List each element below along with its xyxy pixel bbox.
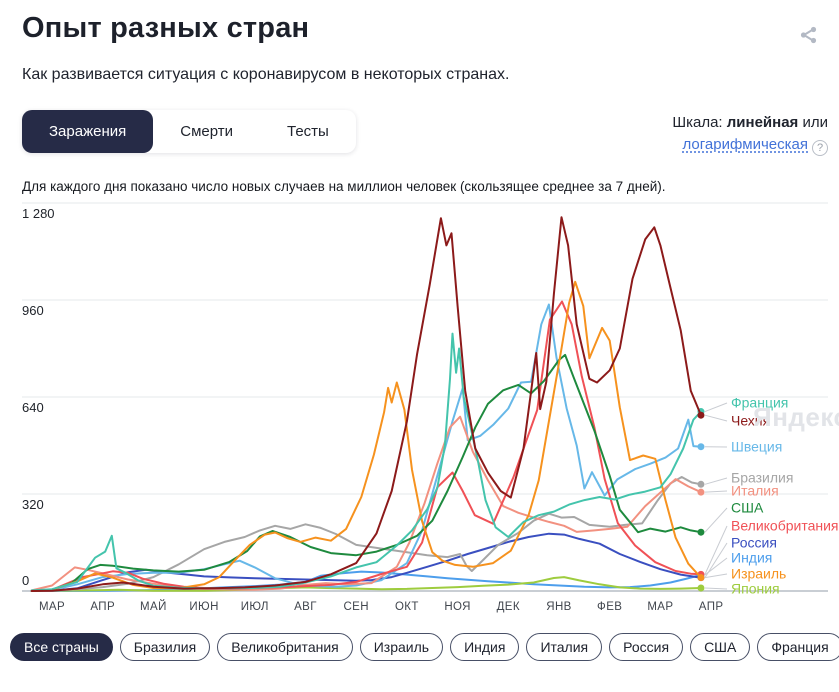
metric-tabs: Заражения Смерти Тесты bbox=[22, 110, 356, 153]
series-line-czechia bbox=[30, 216, 702, 592]
scale-current-value: линейная bbox=[726, 114, 799, 131]
x-axis-label-5: АВГ bbox=[294, 601, 317, 613]
series-label-israel[interactable]: Израиль bbox=[731, 566, 786, 582]
x-axis-label-10: ЯНВ bbox=[546, 601, 571, 613]
chart-area: 1 280 960 640 320 0 МАР АПР МАЙ ИЮН ИЮЛ АВГ СЕН ОКТ Н… bbox=[0, 196, 839, 626]
x-axis-label-6: СЕН bbox=[343, 601, 368, 613]
series-end-dot-czechia bbox=[697, 411, 705, 419]
tab-deaths[interactable]: Смерти bbox=[180, 123, 233, 140]
series-end-dot-japan bbox=[697, 584, 705, 592]
x-axis-label-13: АПР bbox=[699, 601, 724, 613]
series-label-czechia[interactable]: Чехия bbox=[731, 413, 770, 429]
series-line-france bbox=[30, 332, 702, 592]
x-axis-label-12: МАР bbox=[647, 601, 673, 613]
x-axis-label-0: МАР bbox=[39, 601, 65, 613]
share-button[interactable] bbox=[795, 22, 823, 50]
leader-line-israel bbox=[704, 573, 728, 579]
share-icon bbox=[800, 26, 817, 43]
scale-alt-line: логарифмическая? bbox=[672, 134, 828, 156]
filter-pill-india[interactable]: Индия bbox=[450, 633, 520, 661]
tab-tests[interactable]: Тесты bbox=[287, 123, 329, 140]
scale-switcher: Шкала: линейная или логарифмическая? bbox=[672, 112, 828, 156]
y-axis-label-1280: 1 280 bbox=[22, 206, 55, 221]
x-axis-label-1: АПР bbox=[90, 601, 115, 613]
x-axis-label-11: ФЕВ bbox=[597, 601, 622, 613]
covid-line-chart: 1 280 960 640 320 0 МАР АПР МАЙ ИЮН ИЮЛ АВГ СЕН ОКТ Н… bbox=[22, 202, 839, 613]
series-label-russia[interactable]: Россия bbox=[731, 535, 777, 551]
scale-current-line: Шкала: линейная или bbox=[672, 112, 828, 134]
page-title: Опыт разных стран bbox=[22, 12, 310, 44]
series-label-japan[interactable]: Япония bbox=[731, 581, 780, 597]
series-line-italy bbox=[30, 415, 702, 592]
series-label-brazil[interactable]: Бразилия bbox=[731, 470, 793, 486]
y-axis-label-320: 320 bbox=[22, 497, 44, 512]
series-end-dot-brazil bbox=[697, 480, 705, 488]
y-axis-label-960: 960 bbox=[22, 303, 44, 318]
filter-pill-all[interactable]: Все страны bbox=[10, 633, 113, 661]
filter-pill-brazil[interactable]: Бразилия bbox=[119, 633, 211, 661]
filter-pill-russia[interactable]: Россия bbox=[609, 633, 684, 661]
series-line-israel bbox=[30, 280, 702, 592]
series-line-uk bbox=[30, 300, 702, 592]
y-axis-label-0: 0 bbox=[22, 573, 29, 588]
leader-line-brazil bbox=[704, 477, 728, 485]
leader-line-japan bbox=[704, 587, 728, 590]
leader-line-russia bbox=[704, 542, 728, 578]
filter-pill-uk[interactable]: Великобритания bbox=[217, 633, 353, 661]
series-end-dot-usa bbox=[697, 528, 705, 536]
x-axis-label-7: ОКТ bbox=[395, 601, 419, 613]
chart-description: Для каждого дня показано число новых слу… bbox=[22, 179, 666, 194]
scale-log-link[interactable]: логарифмическая bbox=[682, 136, 808, 153]
scale-conjunction: или bbox=[802, 114, 828, 131]
series-line-usa bbox=[30, 353, 702, 592]
x-axis-label-3: ИЮН bbox=[189, 601, 218, 613]
x-axis-label-2: МАЙ bbox=[140, 600, 167, 613]
series-label-sweden[interactable]: Швеция bbox=[731, 439, 782, 455]
x-axis-label-9: ДЕК bbox=[497, 601, 520, 613]
y-axis-label-640: 640 bbox=[22, 400, 44, 415]
leader-line-czechia bbox=[704, 414, 728, 422]
scale-prefix: Шкала: bbox=[672, 114, 723, 131]
leader-line-uk bbox=[704, 525, 728, 575]
series-label-usa[interactable]: США bbox=[731, 500, 764, 516]
page-subtitle: Как развивается ситуация с коронавирусом… bbox=[22, 66, 510, 83]
filter-pill-france[interactable]: Франция bbox=[757, 633, 839, 661]
tab-infections[interactable]: Заражения bbox=[22, 110, 154, 153]
series-line-japan bbox=[30, 576, 702, 592]
filter-pill-israel[interactable]: Израиль bbox=[359, 633, 444, 661]
filter-pill-italy[interactable]: Италия bbox=[526, 633, 603, 661]
series-label-uk[interactable]: Великобритания bbox=[731, 518, 839, 534]
x-axis-label-8: НОЯ bbox=[444, 601, 471, 613]
series-end-dot-italy bbox=[697, 488, 705, 496]
help-icon[interactable]: ? bbox=[812, 140, 828, 156]
series-label-india[interactable]: Индия bbox=[731, 550, 772, 566]
series-label-france[interactable]: Франция bbox=[731, 395, 788, 411]
country-filters: Все страны Бразилия Великобритания Израиль И… bbox=[10, 633, 839, 661]
x-axis-label-4: ИЮЛ bbox=[241, 601, 269, 613]
yandex-watermark: Яндекс bbox=[753, 402, 839, 432]
series-label-italy[interactable]: Италия bbox=[731, 483, 779, 499]
leader-line-usa bbox=[704, 507, 728, 533]
series-end-dot-israel bbox=[697, 574, 705, 582]
filter-pill-usa[interactable]: США bbox=[690, 633, 751, 661]
leader-line-france bbox=[704, 402, 728, 413]
leader-line-italy bbox=[704, 490, 728, 493]
series-end-dot-sweden bbox=[697, 443, 705, 451]
